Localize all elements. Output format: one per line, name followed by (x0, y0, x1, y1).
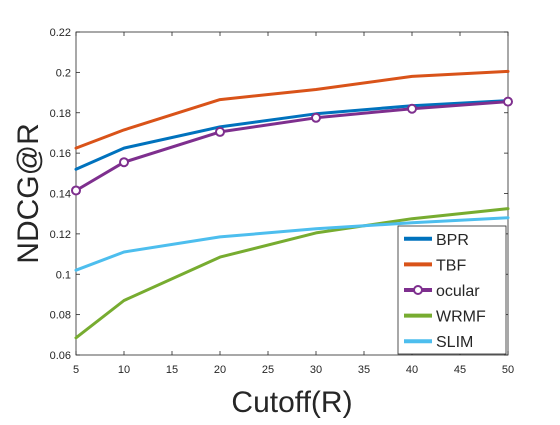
y-tick-label: 0.2 (56, 67, 71, 79)
series-line-bpr (74, 99, 510, 171)
legend-label-ocular: ocular (436, 283, 480, 300)
x-tick-label: 40 (406, 364, 418, 376)
series-point-ocular (311, 112, 321, 123)
y-tick-label: 0.18 (50, 108, 71, 120)
legend-label-tbf: TBF (436, 257, 466, 274)
series-line-ocular (74, 100, 510, 192)
series-line-wrmf (74, 207, 510, 340)
series-point-ocular (119, 157, 129, 168)
y-tick-label: 0.12 (50, 229, 71, 241)
series-point-ocular (215, 126, 225, 137)
y-tick-label: 0.06 (50, 350, 71, 362)
y-axis-label: NDCG@R (12, 123, 45, 263)
x-tick-label: 20 (214, 364, 226, 376)
legend-label-wrmf: WRMF (436, 309, 486, 326)
x-tick-label: 50 (502, 364, 514, 376)
legend-marker-ocular (413, 285, 423, 295)
series-point-ocular (407, 103, 417, 114)
x-axis-label: Cutoff(R) (231, 386, 352, 419)
x-tick-label: 25 (262, 364, 274, 376)
x-tick-label: 35 (358, 364, 370, 376)
series-point-ocular (503, 96, 513, 107)
series-point-ocular (71, 185, 81, 196)
series-line-slim (74, 216, 510, 272)
x-tick-label: 30 (310, 364, 322, 376)
y-tick-label: 0.22 (50, 27, 71, 39)
y-tick-label: 0.08 (50, 310, 71, 322)
y-tick-label: 0.1 (56, 269, 71, 281)
y-tick-label: 0.14 (50, 189, 71, 201)
x-tick-label: 5 (73, 364, 79, 376)
y-tick-label: 0.16 (50, 148, 71, 160)
legend-label-slim: SLIM (436, 334, 473, 351)
series-line-tbf (74, 69, 510, 150)
x-tick-label: 15 (166, 364, 178, 376)
legend-label-bpr: BPR (436, 232, 469, 249)
x-tick-label: 45 (454, 364, 466, 376)
x-tick-label: 10 (118, 364, 130, 376)
